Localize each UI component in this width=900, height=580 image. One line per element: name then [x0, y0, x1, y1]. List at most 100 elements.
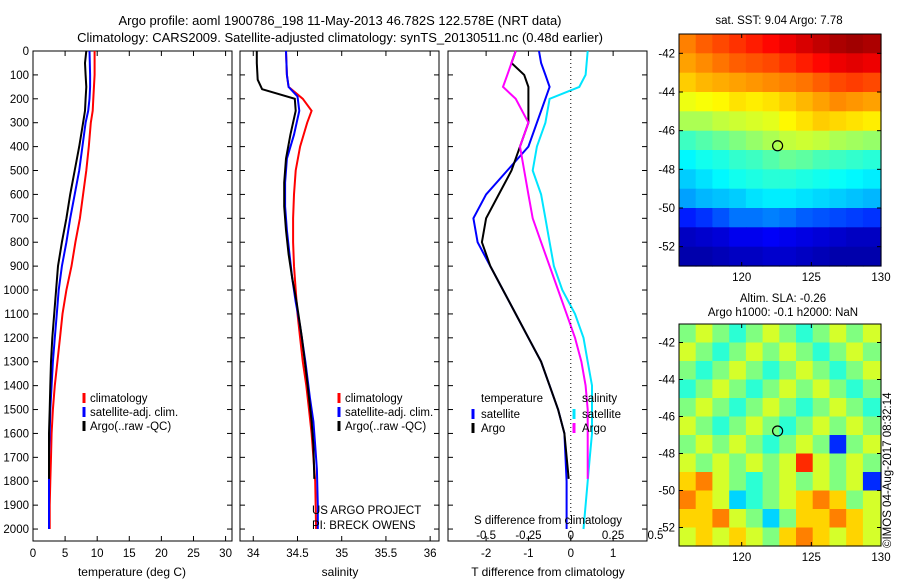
- s-tick-label: -0.25: [515, 530, 541, 542]
- map-cell: [829, 453, 847, 473]
- map-cell: [829, 169, 847, 190]
- sst-map-panel: sat. SST: 9.04 Argo: 7.78 -42 -44 -46 -48 -50…: [658, 15, 890, 284]
- map-cell: [779, 527, 797, 547]
- map-cell: [846, 342, 864, 362]
- map-cell: [695, 324, 713, 344]
- sst_map-frame: [678, 33, 882, 267]
- map-cell: [745, 472, 764, 492]
- map-cell: [762, 111, 780, 132]
- map-cell: [812, 416, 830, 436]
- y-tick-label: 800: [10, 237, 29, 249]
- map-cell: [712, 379, 730, 399]
- series-line-salinity-argo: [501, 50, 589, 479]
- map-cell: [729, 150, 747, 170]
- map-cell: [712, 111, 730, 132]
- x-tick-label: 120: [732, 552, 751, 564]
- map-cell: [829, 342, 847, 362]
- map-cell: [829, 324, 847, 344]
- map-cell: [745, 169, 764, 190]
- map-cell: [729, 246, 747, 267]
- map-cell: [745, 34, 764, 54]
- map-cell: [779, 53, 797, 74]
- x-axis-label: salinity: [322, 565, 359, 579]
- y-tick-label: -48: [658, 164, 675, 176]
- map-cell: [862, 490, 882, 510]
- map-cell: [745, 361, 764, 381]
- legend-label: climatology: [345, 393, 403, 405]
- map-cell: [846, 509, 864, 529]
- map-cell: [695, 34, 713, 54]
- map-cell: [695, 361, 713, 381]
- map-cell: [695, 509, 713, 529]
- map-cell: [729, 435, 747, 455]
- map-cell: [779, 379, 797, 399]
- map-cell: [796, 527, 814, 547]
- map-cell: [695, 435, 713, 455]
- x-tick-label: -2: [481, 548, 491, 560]
- map-cell: [812, 150, 830, 170]
- map-cell: [729, 188, 747, 209]
- map-cell: [796, 435, 814, 455]
- map-cell: [729, 169, 747, 190]
- map-cell: [846, 169, 864, 190]
- map-title-line1: Altim. SLA: -0.26: [740, 293, 826, 305]
- y-tick-label: 100: [10, 70, 29, 82]
- map-cell: [829, 527, 847, 547]
- map-cell: [862, 227, 882, 248]
- map-cell: [812, 435, 830, 455]
- map-cell: [812, 130, 830, 151]
- legend-label: satellite: [481, 409, 520, 421]
- map-cell: [812, 34, 830, 54]
- map-cell: [779, 324, 797, 344]
- map-cell: [779, 150, 797, 170]
- map-cell: [829, 53, 847, 74]
- map-cell: [745, 130, 764, 151]
- map-cell: [779, 111, 797, 132]
- map-cell: [796, 150, 814, 170]
- map-cell: [846, 111, 864, 132]
- map-cell: [695, 527, 713, 547]
- map-cell: [812, 72, 830, 93]
- x-tick-label: 35: [335, 548, 348, 560]
- map-cell: [679, 435, 697, 455]
- x-tick-label: 130: [871, 272, 890, 284]
- x-tick-label: 15: [123, 548, 136, 560]
- map-cell: [812, 227, 830, 248]
- map-cell: [712, 92, 730, 112]
- difference-profile-panel: -2 -1 0 1 -0.5 -0.25 0 0.25 0.5 S difference from…: [447, 50, 663, 579]
- map-cell: [712, 130, 730, 151]
- map-cell: [796, 398, 814, 418]
- map-cell: [679, 111, 697, 132]
- map-cell: [829, 398, 847, 418]
- map-cell: [796, 453, 814, 473]
- map-cell: [729, 490, 747, 510]
- map-cell: [729, 472, 747, 492]
- map-cell: [745, 398, 764, 418]
- y-tick-label: 0: [23, 46, 29, 58]
- map-cell: [695, 472, 713, 492]
- map-cell: [745, 53, 764, 74]
- map-cell: [745, 490, 764, 510]
- map-cell: [712, 472, 730, 492]
- map-cell: [846, 208, 864, 228]
- argo-location-marker: [772, 140, 784, 152]
- series-line-climatology: [48, 51, 96, 529]
- map-cell: [712, 34, 730, 54]
- map-cell: [712, 453, 730, 473]
- map-cell: [762, 453, 780, 473]
- s-tick-label: 0: [568, 530, 574, 542]
- map-cell: [862, 72, 882, 93]
- legend-label: climatology: [90, 393, 148, 405]
- difference-plot-frame: [447, 50, 648, 542]
- y-tick-label: -44: [658, 87, 675, 99]
- salinity-plot-frame: [239, 50, 440, 542]
- map-cell: [846, 379, 864, 399]
- map-cell: [679, 188, 697, 209]
- map-cell: [829, 92, 847, 112]
- map-cell: [695, 150, 713, 170]
- map-cell: [812, 509, 830, 529]
- map-cell: [846, 227, 864, 248]
- map-cell: [846, 246, 864, 267]
- map-cell: [779, 490, 797, 510]
- map-cell: [812, 379, 830, 399]
